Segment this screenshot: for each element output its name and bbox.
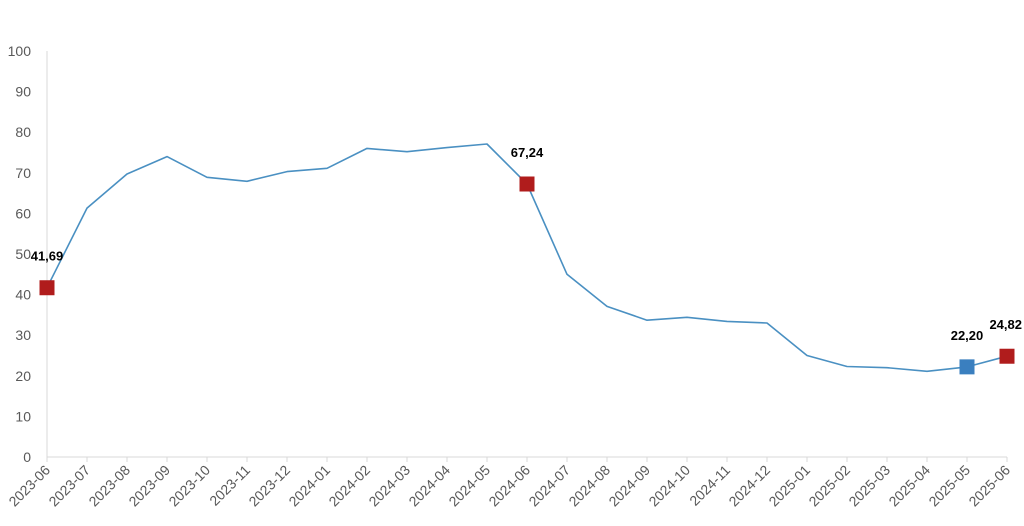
x-tick-label: 2023-09 (125, 462, 173, 510)
x-tick-label: 2023-06 (5, 462, 53, 510)
x-tick-label: 2025-03 (845, 462, 893, 510)
data-point-marker (39, 280, 55, 296)
x-tick-label: 2024-12 (725, 462, 773, 510)
y-tick-label: 0 (23, 449, 31, 465)
x-tick-label: 2024-02 (325, 462, 373, 510)
data-label: 22,20 (951, 328, 984, 343)
x-tick-label: 2025-01 (765, 462, 813, 510)
x-axis: 2023-062023-072023-082023-092023-102023-… (5, 456, 1013, 510)
x-tick-label: 2023-10 (165, 462, 213, 510)
x-tick-label: 2025-02 (805, 462, 853, 510)
y-tick-label: 30 (15, 327, 31, 343)
y-axis: 0 10 20 30 40 50 60 70 80 90 100 (8, 43, 48, 465)
marker-layer (39, 176, 1015, 375)
y-tick-label: 50 (15, 246, 31, 262)
data-label: 41,69 (31, 249, 64, 264)
y-tick-label: 70 (15, 165, 31, 181)
x-tick-label: 2024-10 (645, 462, 693, 510)
x-tick-label: 2024-07 (525, 462, 573, 510)
x-tick-label: 2024-09 (605, 462, 653, 510)
data-label: 24,82 (989, 317, 1022, 332)
x-tick-label: 2023-12 (245, 462, 293, 510)
y-tick-label: 100 (8, 43, 32, 59)
x-tick-label: 2024-06 (485, 462, 533, 510)
y-tick-label: 80 (15, 124, 31, 140)
y-tick-label: 60 (15, 205, 31, 221)
y-tick-label: 20 (15, 368, 31, 384)
data-point-marker (999, 348, 1015, 364)
y-tick-label: 10 (15, 408, 31, 424)
x-tick-label: 2024-03 (365, 462, 413, 510)
x-tick-label: 2025-06 (965, 462, 1013, 510)
x-tick-label: 2025-05 (925, 462, 973, 510)
x-tick-label: 2024-04 (405, 462, 453, 510)
x-tick-label: 2025-04 (885, 462, 933, 510)
data-point-marker (959, 359, 975, 375)
x-tick-label: 2024-05 (445, 462, 493, 510)
x-tick-label: 2023-11 (206, 462, 253, 509)
data-label: 67,24 (511, 145, 544, 160)
x-tick-label: 2023-07 (45, 462, 93, 510)
y-tick-label: 40 (15, 287, 31, 303)
data-label-layer: 41,69 67,24 22,20 24,82 (31, 145, 1022, 343)
x-tick-label: 2024-11 (686, 462, 733, 509)
x-tick-label: 2024-08 (565, 462, 613, 510)
y-tick-label: 90 (15, 84, 31, 100)
x-tick-label: 2023-08 (85, 462, 133, 510)
data-point-marker (519, 176, 535, 192)
x-tick-label: 2024-01 (285, 462, 333, 510)
